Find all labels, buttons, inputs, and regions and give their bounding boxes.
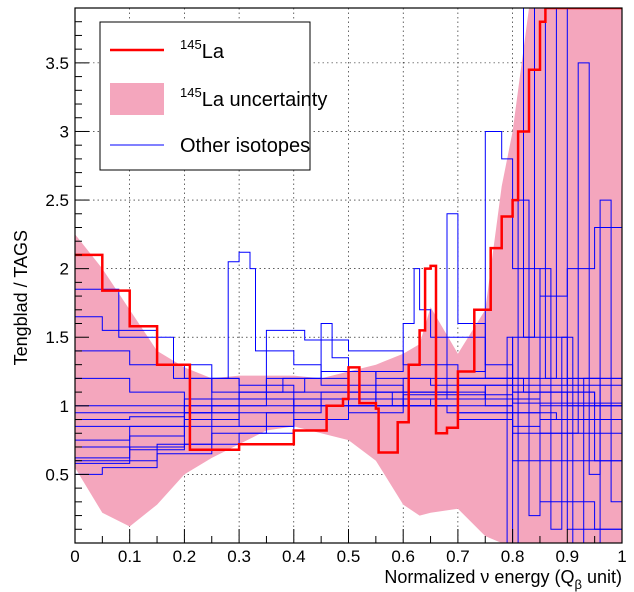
x-tick-label: 0.5 bbox=[337, 547, 361, 566]
x-tick-label: 0.7 bbox=[446, 547, 470, 566]
x-tick-label: 0 bbox=[70, 547, 79, 566]
other-isotope-line bbox=[501, 199, 622, 543]
x-tick-label: 0.6 bbox=[391, 547, 415, 566]
x-tick-label: 0.2 bbox=[173, 547, 197, 566]
x-axis-title-end: unit) bbox=[582, 567, 622, 587]
legend-band-name: La uncertainty bbox=[202, 89, 328, 111]
y-tick-label: 2.5 bbox=[45, 191, 69, 210]
y-tick-label: 1 bbox=[60, 397, 69, 416]
y-tick-label: 3 bbox=[60, 122, 69, 141]
other-isotopes-layer bbox=[75, 8, 622, 543]
main-series-layer bbox=[75, 8, 622, 454]
legend-band-label: 145La uncertainty bbox=[180, 85, 327, 111]
y-tick-label: 0.5 bbox=[45, 465, 69, 484]
legend-main-label: 145La bbox=[180, 37, 225, 63]
x-tick-label: 0.1 bbox=[118, 547, 142, 566]
other-isotope-line bbox=[75, 371, 622, 427]
x-axis-title-sub: β bbox=[574, 577, 581, 592]
legend-main-name: La bbox=[202, 41, 225, 63]
legend-main-sup: 145 bbox=[180, 37, 202, 52]
legend-band-swatch bbox=[110, 83, 164, 115]
x-tick-label: 0.4 bbox=[282, 547, 306, 566]
y-tick-label: 1.5 bbox=[45, 328, 69, 347]
x-tick-label: 0.3 bbox=[227, 547, 251, 566]
legend-band-sup: 145 bbox=[180, 85, 202, 100]
y-axis-title: Tengblad / TAGS bbox=[11, 230, 31, 365]
x-tick-label: 1 bbox=[617, 547, 626, 566]
legend: 145La 145La uncertainty Other isotopes bbox=[99, 21, 327, 171]
x-tick-label: 0.8 bbox=[501, 547, 525, 566]
other-isotope-line bbox=[512, 8, 622, 503]
x-tick-label: 0.9 bbox=[555, 547, 579, 566]
legend-others-label: Other isotopes bbox=[180, 135, 310, 157]
main-series-line bbox=[75, 8, 622, 454]
y-tick-label: 3.5 bbox=[45, 54, 69, 73]
x-axis-title-main: Normalized ν energy (Q bbox=[384, 567, 574, 587]
axis-ticks: 0 0.1 0.2 0.3 0.4 0.5 0.6 0.7 0.8 0.9 1 0.5 1 1.5 2 2.5… bbox=[45, 21, 627, 566]
x-axis-title: Normalized ν energy (Qβ unit) bbox=[384, 567, 622, 592]
y-tick-label: 2 bbox=[60, 260, 69, 279]
